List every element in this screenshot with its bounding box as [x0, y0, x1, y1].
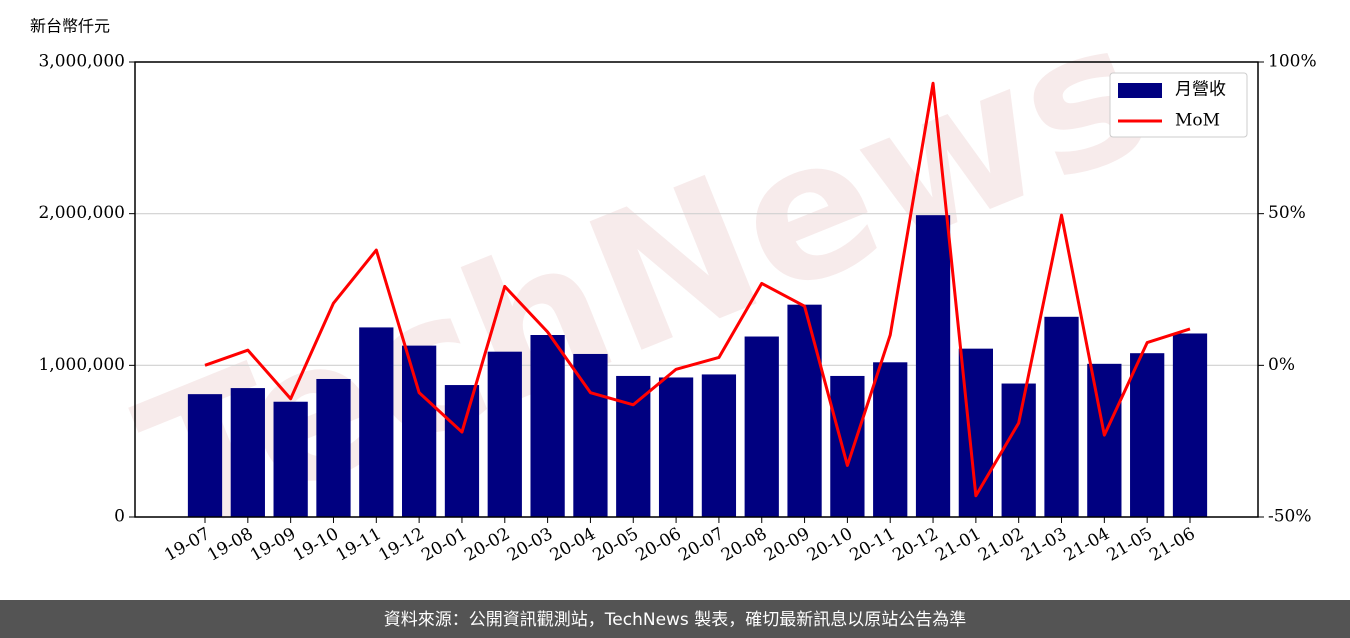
x-tick-label: 20-05 — [590, 524, 642, 566]
bar — [402, 345, 437, 517]
legend-label: MoM — [1175, 111, 1220, 131]
x-tick-label: 21-06 — [1146, 524, 1198, 566]
legend-label: 月營收 — [1175, 80, 1226, 100]
bar — [230, 388, 265, 517]
x-tick-label: 21-01 — [932, 524, 984, 566]
x-tick-label: 21-04 — [1061, 524, 1113, 566]
bar — [573, 353, 608, 517]
plot-frame — [134, 61, 1259, 518]
x-tick-label: 21-05 — [1103, 524, 1155, 566]
x-tick-label: 20-10 — [804, 524, 856, 566]
y-axis-label: 新台幣仟元 — [30, 17, 110, 36]
x-tick-label: 21-03 — [1018, 524, 1070, 566]
line — [204, 81, 1191, 498]
x-tick-label: 20-03 — [504, 524, 556, 566]
x-tick-label: 20-06 — [632, 524, 684, 566]
bar — [273, 401, 308, 517]
x-tick-label: 19-12 — [375, 524, 427, 566]
x-tick-label: 21-02 — [975, 524, 1027, 566]
bar — [787, 304, 822, 517]
bar — [1172, 333, 1208, 517]
x-tick-label: 20-09 — [761, 524, 813, 566]
y-tick-label: 2,000,000 — [38, 203, 125, 223]
bar — [873, 362, 908, 517]
x-tick-label: 20-02 — [461, 524, 513, 566]
bar — [744, 336, 779, 517]
bar — [487, 351, 522, 517]
x-tick-label: 20-08 — [718, 524, 770, 566]
bar — [658, 377, 694, 517]
source-note: 資料來源：公開資訊觀測站，TechNews 製表，確切最新訊息以原站公告為準 — [384, 610, 966, 630]
footer-bar — [0, 600, 1350, 638]
y2-tick-label: -50% — [1268, 507, 1312, 527]
y-tick-label: 1,000,000 — [38, 355, 125, 375]
bar — [444, 385, 480, 517]
bar — [530, 335, 565, 517]
x-tick-label: 20-04 — [547, 524, 599, 566]
bar — [316, 378, 351, 517]
bar — [359, 327, 394, 517]
y2-tick-label: 100% — [1268, 52, 1317, 72]
bar — [1001, 383, 1036, 517]
bar — [830, 375, 865, 517]
x-tick-label: 20-12 — [889, 524, 941, 566]
legend-swatch — [1118, 83, 1162, 98]
y-tick-label: 3,000,000 — [38, 52, 125, 72]
bar — [915, 215, 951, 517]
bar — [1130, 353, 1165, 517]
x-tick-label: 19-11 — [333, 524, 385, 566]
y2-tick-label: 0% — [1268, 355, 1295, 375]
bar — [616, 375, 651, 517]
bar — [701, 374, 737, 517]
bar — [1044, 316, 1079, 517]
y2-tick-label: 50% — [1268, 203, 1306, 223]
x-tick-label: 20-07 — [675, 524, 727, 566]
y-tick-label: 0 — [114, 507, 125, 527]
x-tick-label: 20-11 — [847, 524, 899, 566]
x-tick-label: 20-01 — [418, 524, 470, 566]
bar — [1087, 363, 1122, 517]
bar — [187, 394, 223, 517]
